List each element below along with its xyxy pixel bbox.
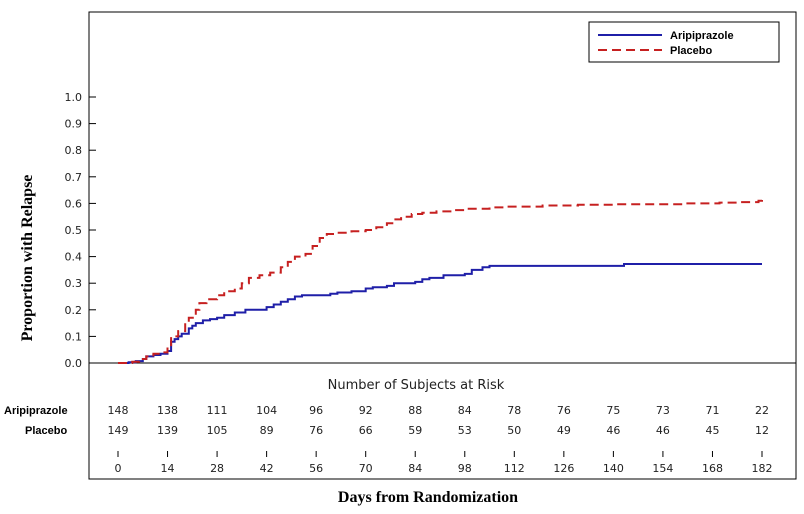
risk-value-aripiprazole-7: 84 xyxy=(458,404,472,417)
risk-value-aripiprazole-1: 138 xyxy=(157,404,178,417)
y-tick-label-3: 0.3 xyxy=(65,277,83,290)
series-layer xyxy=(118,195,763,364)
x-axis-label: Days from Randomization xyxy=(338,489,518,506)
y-tick-label-4: 0.4 xyxy=(65,251,83,264)
risk-value-placebo-0: 149 xyxy=(108,424,129,437)
risk-value-placebo-5: 66 xyxy=(359,424,373,437)
x-tick-label-13: 182 xyxy=(752,462,773,475)
y-tick-label-7: 0.7 xyxy=(65,171,83,184)
risk-table-values: 148 138 111 104 96 92 88 84 78 76 75 73 71 22 149 139 10… xyxy=(108,404,770,437)
x-tick-label-4: 56 xyxy=(309,462,323,475)
risk-value-placebo-10: 46 xyxy=(606,424,620,437)
x-tick-label-2: 28 xyxy=(210,462,224,475)
y-tick-label-9: 0.9 xyxy=(65,118,83,131)
risk-value-placebo-4: 76 xyxy=(309,424,323,437)
risk-value-placebo-8: 50 xyxy=(507,424,521,437)
risk-value-placebo-9: 49 xyxy=(557,424,571,437)
risk-row-label-aripiprazole: Aripiprazole xyxy=(4,405,68,417)
y-axis-ticks: 0.0 0.1 0.2 0.3 0.4 0.5 0.6 0.7 0.8 0.9 1.0 xyxy=(65,91,96,370)
legend: Aripiprazole Placebo xyxy=(588,21,780,63)
x-tick-label-0: 0 xyxy=(115,462,122,475)
risk-value-placebo-6: 59 xyxy=(408,424,422,437)
series-line-aripiprazole xyxy=(118,263,762,364)
risk-value-aripiprazole-3: 104 xyxy=(256,404,277,417)
risk-value-placebo-13: 12 xyxy=(755,424,769,437)
x-tick-label-12: 168 xyxy=(702,462,723,475)
plot-frame xyxy=(88,11,797,480)
x-tick-label-9: 126 xyxy=(553,462,574,475)
x-tick-label-7: 98 xyxy=(458,462,472,475)
x-tick-label-5: 70 xyxy=(359,462,373,475)
y-tick-label-2: 0.2 xyxy=(65,304,83,317)
x-tick-label-1: 14 xyxy=(161,462,175,475)
risk-value-aripiprazole-11: 73 xyxy=(656,404,670,417)
legend-label-placebo: Placebo xyxy=(670,45,712,57)
risk-value-aripiprazole-8: 78 xyxy=(507,404,521,417)
y-tick-label-5: 0.5 xyxy=(65,224,83,237)
risk-value-aripiprazole-13: 22 xyxy=(755,404,769,417)
risk-value-placebo-12: 45 xyxy=(705,424,719,437)
y-axis-label: Proportion with Relapse xyxy=(19,175,36,342)
series-line-placebo xyxy=(118,195,763,364)
y-tick-label-1: 0.1 xyxy=(65,330,83,343)
risk-value-aripiprazole-6: 88 xyxy=(408,404,422,417)
risk-value-aripiprazole-12: 71 xyxy=(705,404,719,417)
risk-value-placebo-2: 105 xyxy=(207,424,228,437)
risk-value-placebo-1: 139 xyxy=(157,424,178,437)
x-tick-label-8: 112 xyxy=(504,462,525,475)
risk-value-aripiprazole-0: 148 xyxy=(108,404,129,417)
y-tick-label-8: 0.8 xyxy=(65,144,83,157)
legend-box xyxy=(588,21,780,63)
risk-table-title: Number of Subjects at Risk xyxy=(328,378,505,393)
risk-value-aripiprazole-2: 111 xyxy=(207,404,228,417)
x-axis-ticks: 0 14 28 42 56 70 84 98 112 126 140 154 168 182 xyxy=(115,451,773,475)
risk-value-placebo-7: 53 xyxy=(458,424,472,437)
risk-value-aripiprazole-9: 76 xyxy=(557,404,571,417)
y-tick-label-0: 0.0 xyxy=(65,357,83,370)
risk-value-placebo-3: 89 xyxy=(260,424,274,437)
y-tick-label-10: 1.0 xyxy=(65,91,83,104)
risk-row-label-placebo: Placebo xyxy=(25,425,67,437)
y-tick-label-6: 0.6 xyxy=(65,197,83,210)
x-tick-label-3: 42 xyxy=(260,462,274,475)
x-tick-label-6: 84 xyxy=(408,462,422,475)
legend-label-aripiprazole: Aripiprazole xyxy=(670,30,734,42)
x-tick-label-11: 154 xyxy=(652,462,673,475)
risk-table: Number of Subjects at Risk Aripiprazole … xyxy=(4,378,769,437)
risk-value-aripiprazole-10: 75 xyxy=(606,404,620,417)
x-tick-label-10: 140 xyxy=(603,462,624,475)
risk-value-aripiprazole-4: 96 xyxy=(309,404,323,417)
risk-value-placebo-11: 46 xyxy=(656,424,670,437)
risk-value-aripiprazole-5: 92 xyxy=(359,404,373,417)
